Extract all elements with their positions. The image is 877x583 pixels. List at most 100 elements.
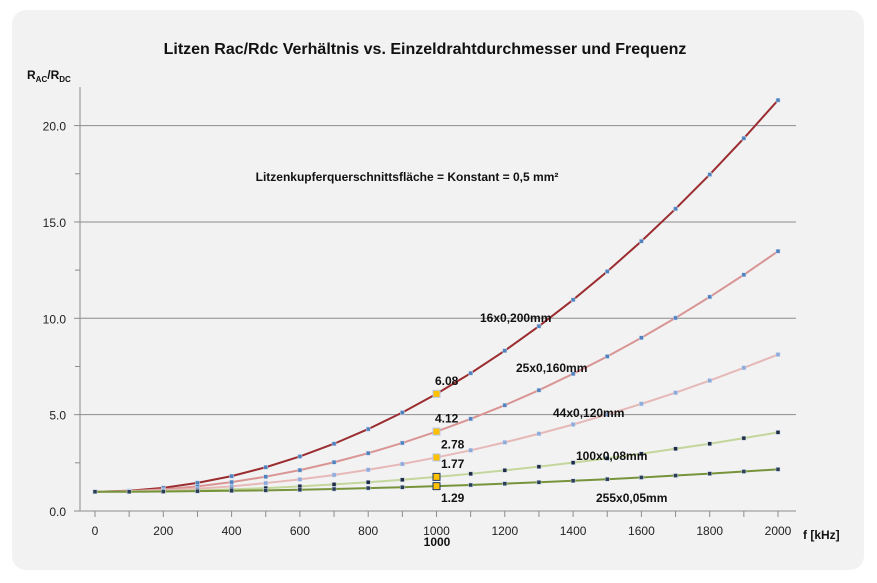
x-tick-label: 200 [153,524,173,538]
data-value-label: 6.08 [435,374,459,388]
data-point [468,471,473,477]
data-point [741,469,747,474]
data-point [502,440,508,445]
y-tick-label: 15.0 [43,216,67,230]
data-point [400,461,405,467]
data-point [468,370,473,376]
data-point [673,446,678,452]
data-point [741,365,747,371]
data-point [365,485,371,491]
x-tick-label: 800 [358,524,378,538]
data-point [365,480,371,485]
y-tick-label: 5.0 [49,409,66,423]
x-tick-label: 1600 [628,524,655,538]
data-point [775,97,781,103]
x-tick-label: 1400 [560,524,587,538]
data-point [639,401,644,407]
data-point [297,467,303,473]
data-point [502,481,508,486]
data-point [502,348,508,353]
data-point [570,478,576,483]
data-point [605,412,610,417]
highlight-x-label: 1000 [424,535,451,549]
data-point [365,467,371,473]
data-point [707,441,712,446]
data-point [570,297,576,303]
series-name-label: 255x0,05mm [596,491,667,505]
x-tick-label: 1800 [696,524,723,538]
data-point [195,488,200,494]
data-point [263,488,268,493]
data-point [536,387,542,393]
data-point [605,476,610,482]
y-tick-label: 20.0 [43,120,67,134]
highlight-marker [432,453,441,462]
data-point [673,315,678,321]
data-point [605,269,610,274]
data-point [331,441,337,446]
chart-title: Litzen Rac/Rdc Verhältnis vs. Einzeldrah… [164,41,687,58]
y-axis-label: RAC/RDC [27,68,71,84]
data-point [639,475,644,480]
data-point [707,172,712,177]
data-point [775,248,781,254]
data-point [263,465,268,470]
data-point [741,272,747,277]
data-point [639,238,644,244]
series-name-label: 44x0,120mm [553,406,624,420]
data-point [707,378,712,383]
data-point [639,451,644,457]
data-point [605,354,610,359]
data-point [502,468,508,473]
x-tick-label: 0 [92,524,99,538]
data-point [400,477,405,483]
data-point [229,473,234,479]
data-point [468,482,473,488]
data-value-label: 4.12 [435,412,459,426]
data-point [468,448,473,453]
data-point [707,294,712,300]
data-point [331,482,337,487]
data-point [161,489,166,494]
series-name-label: 16x0,200mm [480,311,551,325]
data-point [365,426,371,432]
data-point [673,473,678,478]
data-point [229,488,234,494]
data-point [673,206,678,212]
series-name-label: 25x0,160mm [516,361,587,375]
highlight-marker [432,472,441,481]
data-point [92,489,98,494]
highlight-marker [432,427,441,436]
data-point [400,440,405,446]
series-name-label: 100x0,08mm [576,449,647,463]
data-point [536,480,542,485]
data-point [331,472,337,478]
data-point [229,479,234,485]
data-point [263,480,268,486]
highlight-marker [432,389,441,398]
data-point [570,371,576,377]
x-axis-label: f [kHz] [803,528,840,542]
data-value-label: 1.77 [441,457,465,471]
data-point [297,487,303,493]
data-point [570,422,576,427]
data-point [468,416,473,422]
data-point [673,390,678,395]
data-point [639,335,644,341]
y-tick-label: 0.0 [49,505,66,519]
x-tick-label: 1200 [491,524,518,538]
data-point [570,460,576,465]
data-point [502,402,508,408]
annotation: Litzenkupferquerschnittsfläche = Konstan… [256,170,559,184]
data-value-label: 2.78 [441,437,465,451]
highlight-marker [432,482,441,491]
data-point [263,474,268,479]
x-tick-label: 1000 [423,524,450,538]
data-point [297,477,303,482]
data-point [400,410,405,415]
data-point [536,323,542,329]
data-point [536,464,542,469]
data-value-label: 1.29 [441,491,465,505]
x-tick-label: 2000 [765,524,792,538]
